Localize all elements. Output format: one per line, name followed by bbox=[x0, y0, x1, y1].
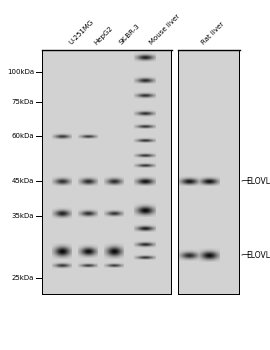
Text: ELOVL6: ELOVL6 bbox=[246, 176, 270, 186]
Text: ELOVL6: ELOVL6 bbox=[246, 251, 270, 259]
Text: —: — bbox=[242, 176, 250, 186]
Text: HepG2: HepG2 bbox=[93, 25, 114, 46]
Text: U-251MG: U-251MG bbox=[68, 19, 95, 46]
Text: 25kDa: 25kDa bbox=[12, 275, 34, 281]
Text: Rat liver: Rat liver bbox=[201, 21, 226, 46]
Text: 60kDa: 60kDa bbox=[11, 133, 34, 139]
Text: 75kDa: 75kDa bbox=[12, 99, 34, 105]
Text: Mouse liver: Mouse liver bbox=[149, 13, 181, 46]
Text: 100kDa: 100kDa bbox=[7, 69, 34, 75]
Text: 35kDa: 35kDa bbox=[12, 213, 34, 219]
Text: SK-BR-3: SK-BR-3 bbox=[118, 23, 141, 46]
Text: 45kDa: 45kDa bbox=[12, 178, 34, 184]
Text: —: — bbox=[242, 251, 250, 259]
